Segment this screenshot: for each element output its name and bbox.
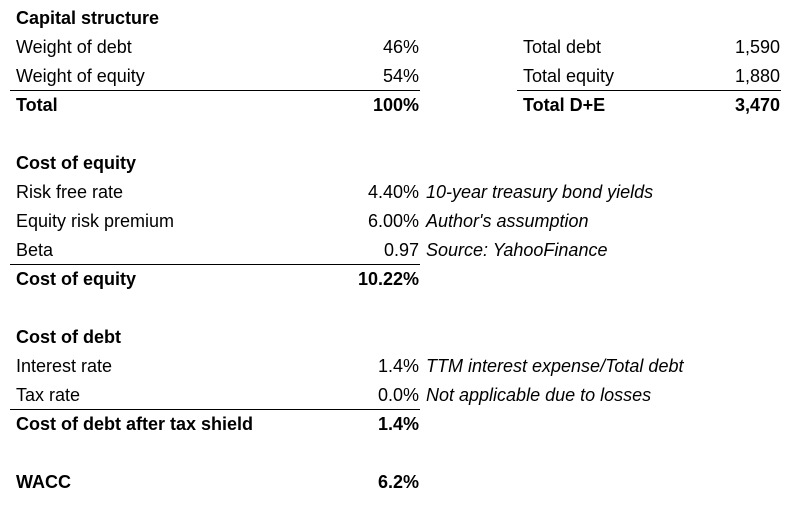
tax-rate-note: Not applicable due to losses	[426, 385, 652, 405]
cost-of-equity-divider	[10, 264, 420, 265]
total-equity-value: 1,880	[734, 66, 780, 86]
risk-free-rate-label: Risk free rate	[16, 182, 124, 202]
cost-of-debt-divider	[10, 409, 420, 410]
wacc-label: WACC	[16, 472, 71, 492]
totals-divider	[517, 90, 781, 91]
cost-of-equity-total-label: Cost of equity	[16, 269, 136, 289]
total-de-value: 3,470	[734, 95, 780, 115]
section-title-capital-structure: Capital structure	[16, 8, 160, 28]
risk-free-rate-note: 10-year treasury bond yields	[426, 182, 654, 202]
cost-of-equity-total-value: 10.22%	[357, 269, 419, 289]
cost-of-debt-total-label: Cost of debt after tax shield	[16, 414, 254, 434]
interest-rate-value: 1.4%	[377, 356, 419, 376]
risk-free-rate-value: 4.40%	[367, 182, 419, 202]
beta-value: 0.97	[383, 240, 419, 260]
equity-risk-premium-value: 6.00%	[367, 211, 419, 231]
weight-of-debt-value: 46%	[382, 37, 419, 57]
capital-structure-divider	[10, 90, 420, 91]
wacc-value: 6.2%	[377, 472, 419, 492]
capital-total-value: 100%	[372, 95, 419, 115]
tax-rate-value: 0.0%	[377, 385, 419, 405]
equity-risk-premium-label: Equity risk premium	[16, 211, 175, 231]
weight-of-debt-label: Weight of debt	[16, 37, 132, 57]
interest-rate-note: TTM interest expense/Total debt	[426, 356, 684, 376]
total-de-label: Total D+E	[523, 95, 606, 115]
cost-of-debt-total-value: 1.4%	[377, 414, 419, 434]
total-equity-label: Total equity	[523, 66, 615, 86]
weight-of-equity-value: 54%	[382, 66, 419, 86]
total-debt-label: Total debt	[523, 37, 602, 57]
section-title-cost-of-debt: Cost of debt	[16, 327, 121, 347]
beta-note: Source: YahooFinance	[426, 240, 608, 260]
equity-risk-premium-note: Author's assumption	[426, 211, 589, 231]
interest-rate-label: Interest rate	[16, 356, 113, 376]
weight-of-equity-label: Weight of equity	[16, 66, 145, 86]
section-title-cost-of-equity: Cost of equity	[16, 153, 136, 173]
beta-label: Beta	[16, 240, 54, 260]
tax-rate-label: Tax rate	[16, 385, 81, 405]
total-debt-value: 1,590	[734, 37, 780, 57]
capital-total-label: Total	[16, 95, 58, 115]
